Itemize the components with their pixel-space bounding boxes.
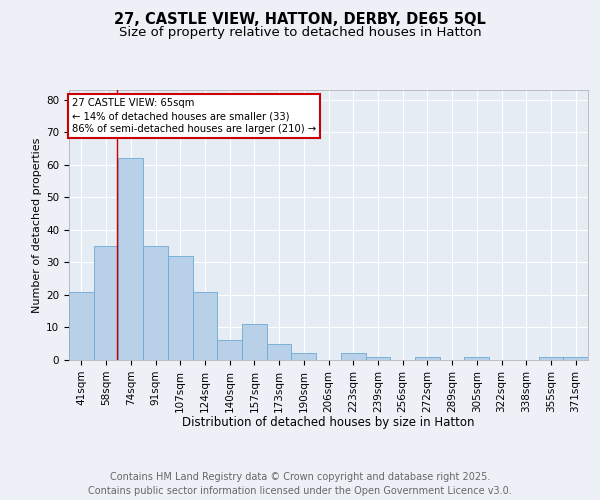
Bar (365, 356, 390, 360)
Bar (464, 356, 489, 360)
Bar (563, 356, 588, 360)
Bar (341, 354, 365, 360)
Bar (242, 324, 267, 360)
X-axis label: Distribution of detached houses by size in Hatton: Distribution of detached houses by size … (182, 416, 475, 429)
Text: Size of property relative to detached houses in Hatton: Size of property relative to detached ho… (119, 26, 481, 39)
Text: 27, CASTLE VIEW, HATTON, DERBY, DE65 5QL: 27, CASTLE VIEW, HATTON, DERBY, DE65 5QL (114, 12, 486, 28)
Bar (539, 356, 563, 360)
Bar (168, 256, 193, 360)
Bar (415, 356, 440, 360)
Bar (69, 292, 94, 360)
Bar (267, 344, 292, 360)
Text: Contains public sector information licensed under the Open Government Licence v3: Contains public sector information licen… (88, 486, 512, 496)
Bar (217, 340, 242, 360)
Bar (143, 246, 168, 360)
Y-axis label: Number of detached properties: Number of detached properties (32, 138, 42, 312)
Bar (118, 158, 143, 360)
Bar (94, 246, 118, 360)
Bar (292, 354, 316, 360)
Text: 27 CASTLE VIEW: 65sqm
← 14% of detached houses are smaller (33)
86% of semi-deta: 27 CASTLE VIEW: 65sqm ← 14% of detached … (71, 98, 316, 134)
Bar (193, 292, 217, 360)
Text: Contains HM Land Registry data © Crown copyright and database right 2025.: Contains HM Land Registry data © Crown c… (110, 472, 490, 482)
